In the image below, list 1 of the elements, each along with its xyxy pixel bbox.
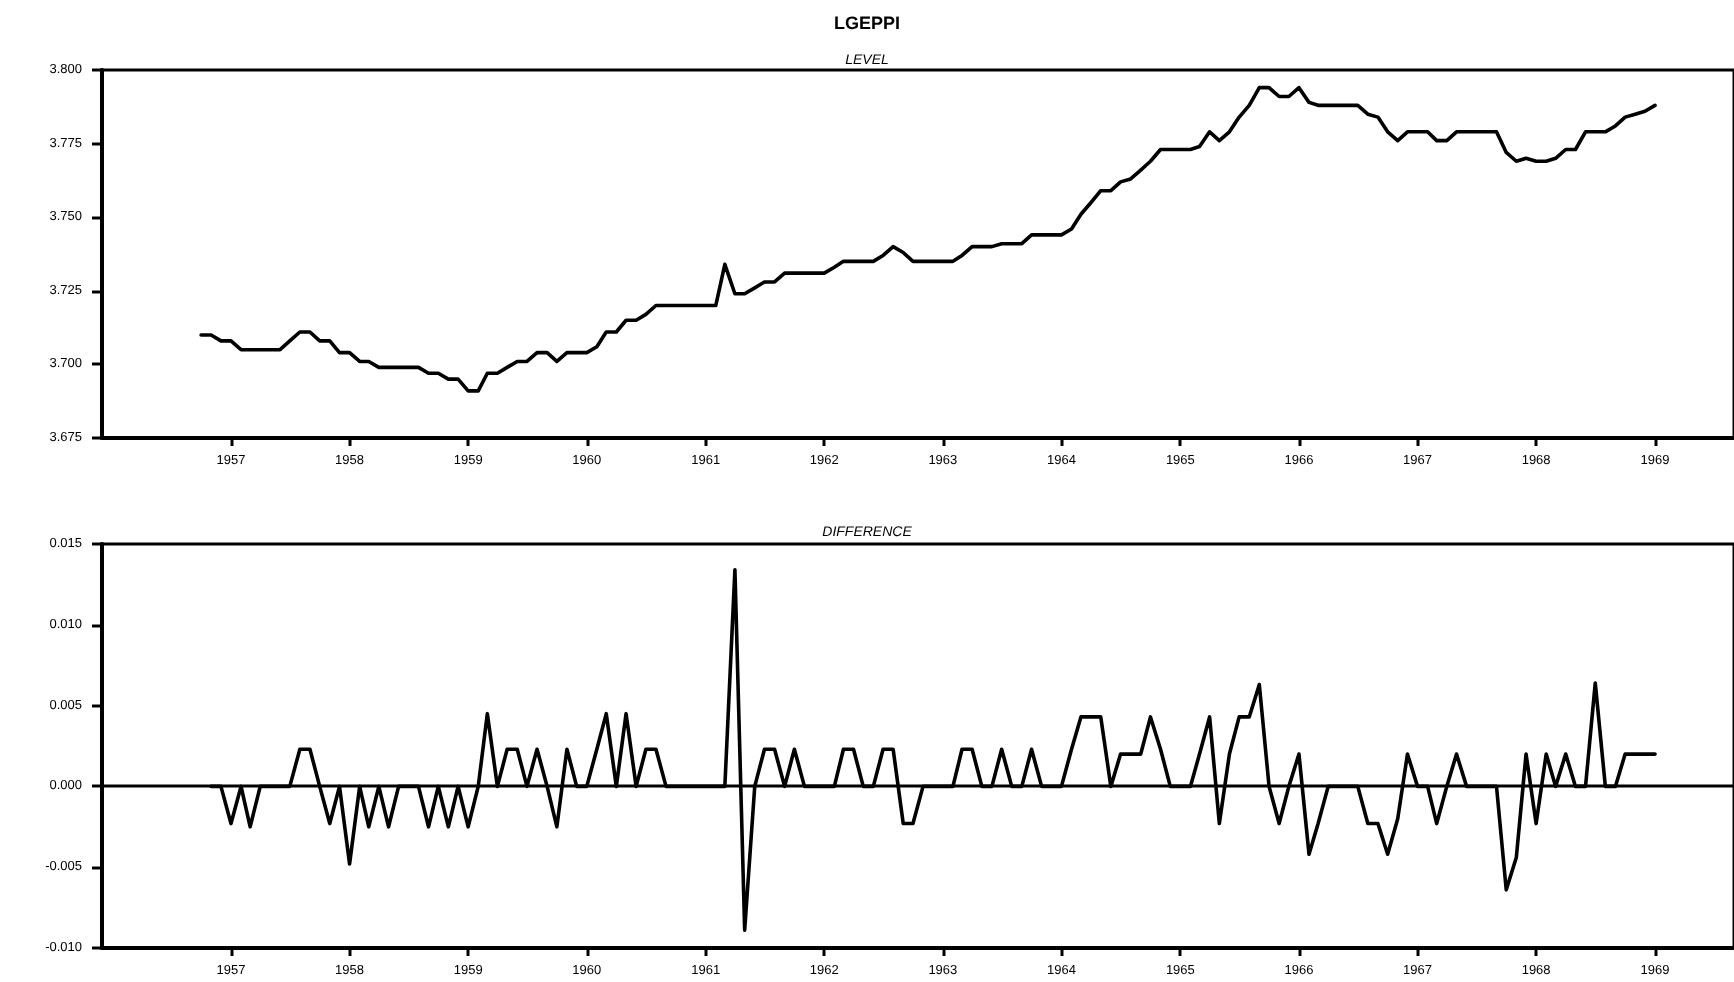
chart-title: LGEPPI [833, 13, 901, 33]
